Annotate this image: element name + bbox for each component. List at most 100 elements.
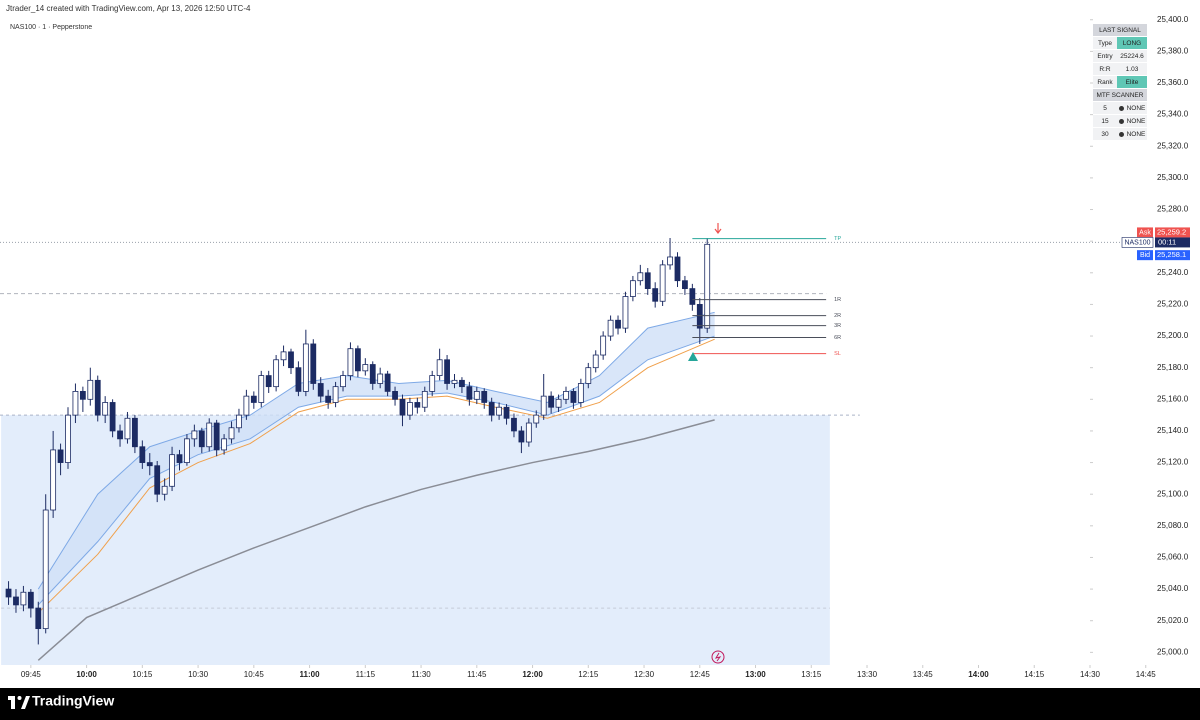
y-tick-label: 25,100.0 bbox=[1157, 489, 1189, 498]
candle-body bbox=[659, 264, 666, 302]
candle-body bbox=[466, 386, 473, 400]
candle-body bbox=[87, 379, 94, 400]
candle-body bbox=[109, 402, 116, 432]
candle-body bbox=[250, 395, 257, 403]
y-tick-label: 25,020.0 bbox=[1157, 616, 1189, 625]
x-tick-label: 14:45 bbox=[1136, 670, 1157, 679]
candle-body bbox=[548, 395, 555, 408]
candle-body bbox=[629, 280, 636, 297]
brand: TradingView bbox=[32, 693, 114, 709]
y-tick-label: 25,380.0 bbox=[1157, 46, 1189, 55]
candle-body bbox=[280, 351, 287, 361]
candle-body bbox=[496, 406, 503, 416]
candle-body bbox=[258, 375, 265, 403]
moving-average bbox=[37, 419, 715, 661]
sell-arrow bbox=[714, 228, 722, 234]
candle-body bbox=[436, 359, 443, 376]
logo-icon bbox=[8, 696, 15, 700]
y-tick-label: 25,240.0 bbox=[1157, 268, 1189, 277]
candle-body bbox=[35, 607, 42, 630]
candle-body bbox=[473, 390, 480, 400]
x-tick-label: 11:15 bbox=[356, 670, 376, 679]
candle-body bbox=[525, 422, 532, 443]
x-tick-label: 13:00 bbox=[745, 670, 766, 679]
status-text: NONE bbox=[1126, 104, 1146, 112]
table-row: Rank Elite bbox=[1093, 76, 1147, 89]
countdown-symbol-box bbox=[1121, 237, 1154, 248]
candle-body bbox=[42, 509, 49, 630]
event-icon bbox=[711, 650, 725, 664]
ask-price: 25,259.2 bbox=[1157, 227, 1186, 236]
candle-body bbox=[50, 449, 57, 511]
table-key: Type bbox=[1093, 37, 1117, 49]
attribution: Jtrader_14 created with TradingView.com,… bbox=[6, 4, 251, 13]
signal-table: LAST SIGNAL Type LONG Entry 25224.6 R:R 1.03 Ra… bbox=[1093, 24, 1147, 141]
logo bbox=[8, 696, 30, 709]
candle-body bbox=[325, 395, 332, 403]
candle-body bbox=[243, 395, 250, 416]
table-key: R:R bbox=[1093, 63, 1117, 75]
level-label: SL bbox=[834, 351, 841, 357]
x-tick-label: 09:45 bbox=[21, 670, 42, 679]
x-tick-label: 11:00 bbox=[300, 670, 321, 679]
candle-body bbox=[600, 335, 607, 356]
table-header: MTF SCANNER bbox=[1093, 89, 1147, 102]
x-tick-label: 12:30 bbox=[634, 670, 655, 679]
level-label: 6R bbox=[834, 335, 841, 341]
y-tick-label: 25,180.0 bbox=[1157, 363, 1189, 372]
ask-tag bbox=[1137, 227, 1153, 238]
logo-icon bbox=[21, 696, 30, 709]
y-tick-label: 25,220.0 bbox=[1157, 300, 1189, 309]
candle-body bbox=[340, 375, 346, 388]
status-dot bbox=[1118, 105, 1124, 111]
x-tick-label: 10:00 bbox=[76, 670, 97, 679]
table-row: R:R 1.03 bbox=[1093, 63, 1147, 76]
candle-body bbox=[518, 430, 525, 443]
logo-icon bbox=[17, 696, 22, 700]
level-label: TP bbox=[834, 236, 841, 242]
candle-body bbox=[295, 367, 302, 392]
table-key: 15 bbox=[1093, 115, 1117, 127]
bid-tag bbox=[1137, 250, 1153, 261]
table-key: Entry bbox=[1093, 50, 1117, 62]
candle-body bbox=[421, 390, 428, 408]
candle-body bbox=[585, 367, 592, 384]
zone bbox=[1, 415, 830, 665]
table-row: Entry 25224.6 bbox=[1093, 50, 1147, 63]
candle-body bbox=[310, 343, 317, 384]
candle-body bbox=[399, 398, 406, 416]
candle-body bbox=[667, 256, 673, 266]
candle-body bbox=[451, 379, 458, 384]
candle-body bbox=[503, 406, 510, 419]
x-tick-label: 14:15 bbox=[1024, 670, 1045, 679]
countdown-symbol: NAS100 bbox=[1124, 239, 1150, 246]
x-tick-label: 12:45 bbox=[690, 670, 711, 679]
candle-body bbox=[302, 343, 309, 392]
x-tick-label: 14:30 bbox=[1080, 670, 1101, 679]
table-key: 5 bbox=[1093, 102, 1117, 114]
candle-body bbox=[72, 390, 79, 416]
candle-body bbox=[20, 591, 27, 606]
candle-body bbox=[124, 417, 131, 440]
candle-body bbox=[511, 417, 517, 432]
candle-body bbox=[236, 414, 242, 429]
candle-body bbox=[347, 348, 354, 376]
candle-body bbox=[354, 348, 361, 372]
symbol-title: NAS100 · 1 · Pepperstone bbox=[10, 24, 92, 31]
table-value: 25224.6 bbox=[1117, 50, 1147, 62]
table-header: LAST SIGNAL bbox=[1093, 24, 1147, 37]
candle-body bbox=[674, 256, 681, 282]
candle-body bbox=[79, 390, 86, 400]
table-row: 15 NONE bbox=[1093, 115, 1147, 128]
candle-body bbox=[384, 373, 391, 392]
candle-body bbox=[622, 296, 629, 329]
candle-body bbox=[117, 430, 123, 440]
buy-signal bbox=[688, 352, 698, 361]
y-tick-label: 25,140.0 bbox=[1157, 426, 1189, 435]
table-value: LONG bbox=[1117, 37, 1147, 49]
x-tick-label: 10:15 bbox=[132, 670, 153, 679]
candle-body bbox=[273, 359, 280, 388]
y-tick-label: 25,160.0 bbox=[1157, 394, 1189, 403]
ask-price-box bbox=[1155, 227, 1190, 238]
